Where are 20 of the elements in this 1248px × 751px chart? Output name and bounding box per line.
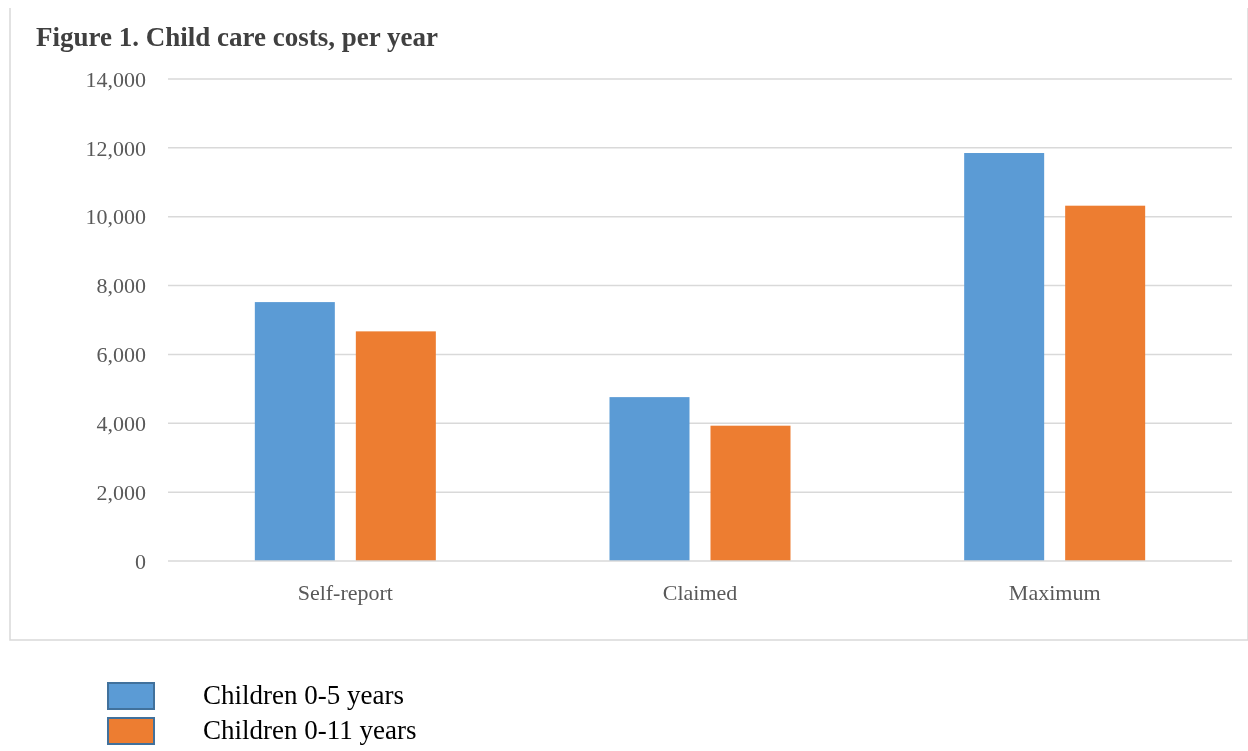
y-tick-label: 10,000 xyxy=(85,204,146,230)
bar xyxy=(254,302,335,561)
y-tick-label: 14,000 xyxy=(85,66,146,92)
bar xyxy=(355,331,436,561)
bar xyxy=(609,397,690,561)
y-tick-label: 4,000 xyxy=(96,410,146,436)
legend-label: Children 0-11 years xyxy=(203,715,417,746)
bar xyxy=(964,153,1045,561)
x-tick-label: Self-report xyxy=(297,580,393,605)
chart-title: Figure 1. Child care costs, per year xyxy=(36,22,438,52)
bar xyxy=(710,425,791,561)
legend-label: Children 0-5 years xyxy=(203,680,404,711)
y-tick-label: 0 xyxy=(135,548,146,574)
y-tick-label: 2,000 xyxy=(96,479,146,505)
x-tick-label: Maximum xyxy=(1008,580,1101,605)
y-tick-label: 12,000 xyxy=(85,135,146,161)
y-tick-label: 8,000 xyxy=(96,273,146,299)
x-tick-label: Claimed xyxy=(662,580,738,605)
y-tick-label: 6,000 xyxy=(96,342,146,368)
bar xyxy=(1065,205,1146,561)
